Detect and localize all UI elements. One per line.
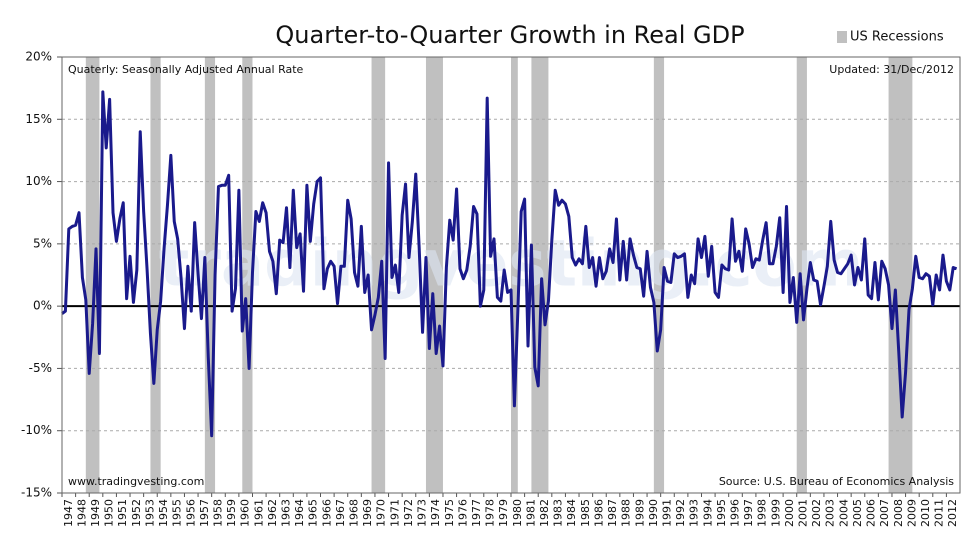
x-tick-label: 1992 (674, 499, 687, 527)
x-tick-label: 1986 (592, 499, 605, 527)
x-tick-label: 2012 (946, 499, 959, 527)
recession-band (511, 57, 518, 493)
x-tick-label: 1958 (211, 499, 224, 527)
x-tick-label: 1953 (143, 499, 156, 527)
x-tick-label: 1979 (497, 499, 510, 527)
recession-band (85, 57, 100, 493)
y-tick-label: 15% (25, 112, 52, 126)
x-tick-label: 1949 (89, 499, 102, 527)
x-tick-label: 1981 (524, 499, 537, 527)
x-tick-label: 1993 (688, 499, 701, 527)
x-tick-label: 1968 (348, 499, 361, 527)
x-tick-label: 1950 (103, 499, 116, 527)
x-tick-label: 1996 (729, 499, 742, 527)
recession-band (371, 57, 386, 493)
x-tick-label: 1971 (388, 499, 401, 527)
x-tick-label: 1997 (742, 499, 755, 527)
x-tick-label: 2000 (783, 499, 796, 527)
x-tick-label: 1989 (633, 499, 646, 527)
x-tick-label: 1955 (171, 499, 184, 527)
x-tick-label: 1977 (470, 499, 483, 527)
x-tick-label: 1976 (456, 499, 469, 527)
subtitle: Quaterly: Seasonally Adjusted Annual Rat… (68, 63, 304, 76)
x-tick-label: 1948 (75, 499, 88, 527)
y-tick-label: 5% (33, 236, 52, 250)
x-tick-label: 1965 (307, 499, 320, 527)
x-tick-label: 1957 (198, 499, 211, 527)
x-tick-label: 1969 (361, 499, 374, 527)
x-tick-label: 1962 (266, 499, 279, 527)
x-tick-label: 1972 (402, 499, 415, 527)
recession-band (531, 57, 549, 493)
x-tick-label: 1973 (416, 499, 429, 527)
recession-band (150, 57, 161, 493)
x-tick-label: 2002 (810, 499, 823, 527)
x-tick-label: 1951 (116, 499, 129, 527)
x-tick-label: 1999 (769, 499, 782, 527)
recession-band (653, 57, 665, 493)
x-tick-label: 2005 (851, 499, 864, 527)
plot-frame (61, 56, 961, 494)
x-tick-label: 1952 (130, 499, 143, 527)
recession-band (888, 57, 913, 493)
gdp-line (61, 90, 958, 438)
recession-band (796, 57, 807, 493)
x-tick-label: 1983 (552, 499, 565, 527)
x-tick-label: 1959 (225, 499, 238, 527)
x-tick-label: 1964 (293, 499, 306, 527)
x-tick-label: 1984 (565, 499, 578, 527)
x-tick-label: 1998 (756, 499, 769, 527)
legend-label: US Recessions (850, 30, 944, 45)
source-note: Source: U.S. Bureau of Economics Analysi… (719, 475, 954, 488)
x-tick-label: 1995 (715, 499, 728, 527)
x-tick-label: 1980 (511, 499, 524, 527)
x-tick-label: 2008 (892, 499, 905, 527)
x-tick-label: 1991 (660, 499, 673, 527)
x-tick-label: 2003 (824, 499, 837, 527)
x-tick-label: 2004 (837, 499, 850, 527)
recession-band (204, 57, 216, 493)
x-tick-label: 2007 (878, 499, 891, 527)
chart-title: Quarter-to-Quarter Growth in Real GDP (275, 21, 744, 49)
x-tick-label: 1960 (239, 499, 252, 527)
y-tick-label: 10% (25, 174, 52, 188)
x-tick-label: 2010 (919, 499, 932, 527)
recession-band (425, 57, 443, 493)
x-tick-label: 1978 (484, 499, 497, 527)
y-tick-label: -15% (21, 486, 52, 500)
updated-note: Updated: 31/Dec/2012 (829, 63, 954, 76)
y-tick-label: 0% (33, 299, 52, 313)
x-tick-label: 1975 (443, 499, 456, 527)
x-tick-label: 1982 (538, 499, 551, 527)
website-note: www.tradingvesting.com (68, 475, 204, 488)
x-tick-label: 2006 (865, 499, 878, 527)
x-tick-label: 2009 (905, 499, 918, 527)
x-tick-label: 1985 (579, 499, 592, 527)
x-tick-label: 1994 (701, 499, 714, 527)
x-tick-label: 1961 (252, 499, 265, 527)
x-tick-label: 1990 (647, 499, 660, 527)
x-tick-label: 1967 (334, 499, 347, 527)
x-tick-label: 1956 (184, 499, 197, 527)
y-tick-label: 20% (25, 50, 52, 64)
y-tick-label: -10% (21, 423, 52, 437)
x-tick-label: 1966 (320, 499, 333, 527)
recession-band (242, 57, 253, 493)
x-tick-label: 1988 (620, 499, 633, 527)
x-tick-label: 1947 (62, 499, 75, 527)
x-tick-label: 1954 (157, 499, 170, 527)
x-tick-label: 2011 (933, 499, 946, 527)
x-tick-label: 2001 (797, 499, 810, 527)
legend-swatch (837, 31, 847, 43)
x-tick-label: 1963 (280, 499, 293, 527)
x-tick-label: 1970 (375, 499, 388, 527)
y-tick-label: -5% (29, 361, 52, 375)
x-tick-label: 1974 (429, 499, 442, 527)
x-tick-label: 1987 (606, 499, 619, 527)
